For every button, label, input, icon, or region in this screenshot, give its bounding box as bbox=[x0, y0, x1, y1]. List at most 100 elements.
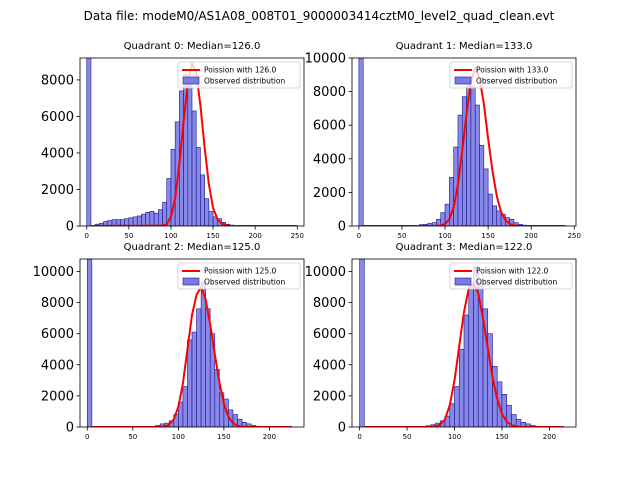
histogram-bar bbox=[463, 314, 470, 427]
legend-box bbox=[177, 262, 301, 290]
x-tick-label: 150 bbox=[217, 433, 230, 441]
legend-bar-swatch bbox=[182, 76, 200, 85]
y-tick-label: 4000 bbox=[313, 358, 346, 373]
legend-box bbox=[449, 61, 573, 89]
y-tick-label: 4000 bbox=[41, 146, 74, 161]
legend-box bbox=[449, 262, 573, 290]
y-tick-label: 8000 bbox=[313, 85, 346, 100]
histogram-bar bbox=[468, 285, 474, 427]
x-tick-label: 0 bbox=[85, 433, 89, 441]
x-tick-label: 250 bbox=[291, 232, 304, 240]
plot-area bbox=[86, 259, 293, 427]
histogram-bar bbox=[149, 211, 155, 226]
axes-frame bbox=[79, 57, 305, 227]
y-tick-label: 0 bbox=[338, 220, 346, 235]
y-tick-label: 6000 bbox=[41, 327, 74, 342]
panel-title: Quadrant 3: Median=122.0 bbox=[396, 242, 533, 253]
x-tick-label: 150 bbox=[495, 433, 508, 441]
y-tick-label: 8000 bbox=[41, 296, 74, 311]
panel-quadrant-1: Quadrant 1: Median=133.0 020004000600080… bbox=[305, 41, 581, 240]
y-tick-label: 0 bbox=[66, 421, 74, 436]
x-tick-label: 200 bbox=[543, 433, 556, 441]
histogram-bar bbox=[458, 348, 465, 427]
histogram-bar bbox=[474, 104, 480, 226]
y-tick-label: 10000 bbox=[305, 265, 346, 280]
y-tick-label: 0 bbox=[338, 421, 346, 436]
panel-title: Quadrant 1: Median=133.0 bbox=[396, 41, 533, 52]
legend-label-observed: Observed distribution bbox=[204, 77, 285, 86]
histogram-bar bbox=[470, 86, 476, 226]
panel-title: Quadrant 0: Median=126.0 bbox=[124, 41, 261, 52]
y-tick-label: 6000 bbox=[313, 327, 346, 342]
x-tick-label: 0 bbox=[357, 232, 361, 240]
y-tick-label: 4000 bbox=[313, 152, 346, 167]
legend-label-poisson: Poission with 126.0 bbox=[204, 66, 277, 75]
y-tick-label: 6000 bbox=[41, 110, 74, 125]
y-tick-label: 2000 bbox=[41, 389, 74, 404]
panel-title: Quadrant 2: Median=125.0 bbox=[124, 242, 261, 253]
histogram-bar bbox=[358, 58, 364, 226]
histogram-bar bbox=[141, 213, 146, 226]
histogram-bar bbox=[191, 110, 197, 226]
y-tick-label: 2000 bbox=[313, 389, 346, 404]
histogram-bar bbox=[153, 212, 159, 226]
histogram-bar bbox=[162, 201, 168, 226]
x-tick-label: 250 bbox=[568, 232, 581, 240]
x-tick-label: 100 bbox=[172, 433, 185, 441]
axes-frame bbox=[79, 258, 305, 428]
histogram-bar bbox=[136, 215, 142, 226]
legend-label-poisson: Poission with 122.0 bbox=[476, 267, 549, 276]
histogram-bar bbox=[187, 339, 193, 427]
x-tick-label: 200 bbox=[263, 433, 276, 441]
histogram-bar bbox=[158, 209, 163, 226]
legend-bar-swatch bbox=[182, 277, 200, 286]
y-tick-label: 0 bbox=[66, 220, 74, 235]
histogram-bar bbox=[359, 259, 365, 427]
axes-frame bbox=[351, 258, 577, 428]
y-tick-label: 10000 bbox=[33, 265, 74, 280]
histogram-bar bbox=[86, 58, 92, 226]
histogram-bar bbox=[208, 211, 214, 226]
histogram-bar bbox=[196, 308, 202, 427]
figure-title: Data file: modeM0/AS1A08_008T01_90000034… bbox=[84, 9, 555, 23]
legend-bar-swatch bbox=[454, 277, 472, 286]
y-tick-label: 2000 bbox=[41, 183, 74, 198]
legend-box bbox=[177, 61, 301, 89]
x-tick-label: 0 bbox=[85, 232, 89, 240]
panel-quadrant-0: Quadrant 0: Median=126.0 0 2000 4000 6000 80… bbox=[41, 41, 305, 240]
x-tick-label: 150 bbox=[481, 232, 494, 240]
panel-quadrant-2: Quadrant 2: Median=125.0 020004000600080… bbox=[33, 242, 305, 441]
legend-label-poisson: Poission with 133.0 bbox=[476, 66, 549, 75]
axes-frame bbox=[351, 57, 577, 227]
legend-label-poisson: Poission with 125.0 bbox=[204, 267, 277, 276]
poisson-curve bbox=[90, 62, 298, 226]
y-tick-label: 8000 bbox=[41, 73, 74, 88]
histogram-bar bbox=[195, 147, 201, 226]
histogram-bar bbox=[145, 212, 151, 226]
histogram-bar bbox=[454, 386, 460, 427]
x-tick-label: 50 bbox=[398, 232, 407, 240]
x-tick-label: 50 bbox=[124, 232, 133, 240]
legend-label-observed: Observed distribution bbox=[476, 278, 557, 287]
y-tick-label: 8000 bbox=[313, 296, 346, 311]
histogram-bar bbox=[205, 308, 211, 427]
y-tick-label: 6000 bbox=[313, 119, 346, 134]
x-tick-label: 0 bbox=[357, 433, 361, 441]
panel-quadrant-3: Quadrant 3: Median=122.0 020004000600080… bbox=[305, 242, 577, 441]
y-tick-label: 2000 bbox=[313, 186, 346, 201]
histogram-bar bbox=[200, 282, 206, 427]
legend-label-observed: Observed distribution bbox=[204, 278, 285, 287]
y-tick-label: 10000 bbox=[305, 52, 346, 67]
histogram-bar bbox=[200, 174, 205, 226]
y-tick-label: 4000 bbox=[41, 358, 74, 373]
legend-label-observed: Observed distribution bbox=[476, 77, 557, 86]
x-tick-label: 200 bbox=[525, 232, 538, 240]
histogram-bar bbox=[492, 205, 498, 226]
poisson-curve bbox=[91, 286, 293, 427]
histogram-bar bbox=[187, 77, 193, 226]
histogram-bar bbox=[204, 198, 210, 226]
x-tick-label: 100 bbox=[164, 232, 177, 240]
plot-area bbox=[86, 58, 298, 226]
x-tick-label: 100 bbox=[448, 433, 461, 441]
